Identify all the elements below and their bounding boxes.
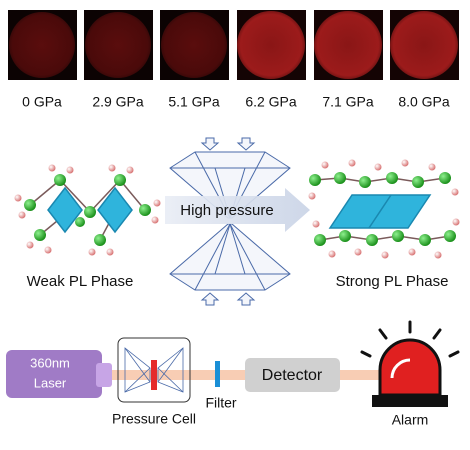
octahedron (47, 186, 83, 234)
pl-images (8, 10, 459, 80)
detector (245, 358, 340, 392)
laser-label: Laser (34, 375, 67, 390)
pressure-cell (117, 337, 191, 403)
pl-spot (314, 11, 382, 79)
pressure-label: 8.0 GPa (398, 94, 450, 110)
pressure-arrow (165, 188, 310, 232)
weak-phase-label: Weak PL Phase (27, 273, 134, 290)
pressure-label: 0 GPa (22, 94, 62, 110)
pl-spot (161, 12, 227, 78)
pressure-label: 7.1 GPa (322, 94, 374, 110)
diamond-anvil (169, 137, 291, 306)
atoms (14, 164, 161, 256)
strong-phase-label: Strong PL Phase (336, 273, 449, 290)
atoms (308, 159, 460, 259)
detector-label: Detector (262, 367, 323, 384)
arrow-label: High pressure (180, 202, 273, 219)
pl-labels: 0 GPa 2.9 GPa 5.1 GPa 6.2 GPa 7.1 GPa 8.… (22, 94, 450, 110)
octahedron (97, 186, 133, 234)
strong-structure (308, 159, 460, 259)
pl-spot (237, 11, 305, 79)
alarm-label: Alarm (392, 412, 429, 428)
pl-spot (390, 11, 458, 79)
pressure-label: 5.1 GPa (168, 94, 220, 110)
filter (215, 361, 220, 387)
laser (6, 350, 102, 398)
weak-structure (14, 164, 161, 256)
pressure-label: 6.2 GPa (245, 94, 297, 110)
filter-label: Filter (205, 395, 236, 411)
cell-label: Pressure Cell (112, 411, 196, 427)
laser-head (96, 363, 112, 387)
pl-spot (9, 12, 75, 78)
laser-label: 360nm (30, 355, 70, 370)
alarm-icon (360, 320, 460, 407)
pressure-label: 2.9 GPa (92, 94, 144, 110)
pl-spot (85, 12, 151, 78)
